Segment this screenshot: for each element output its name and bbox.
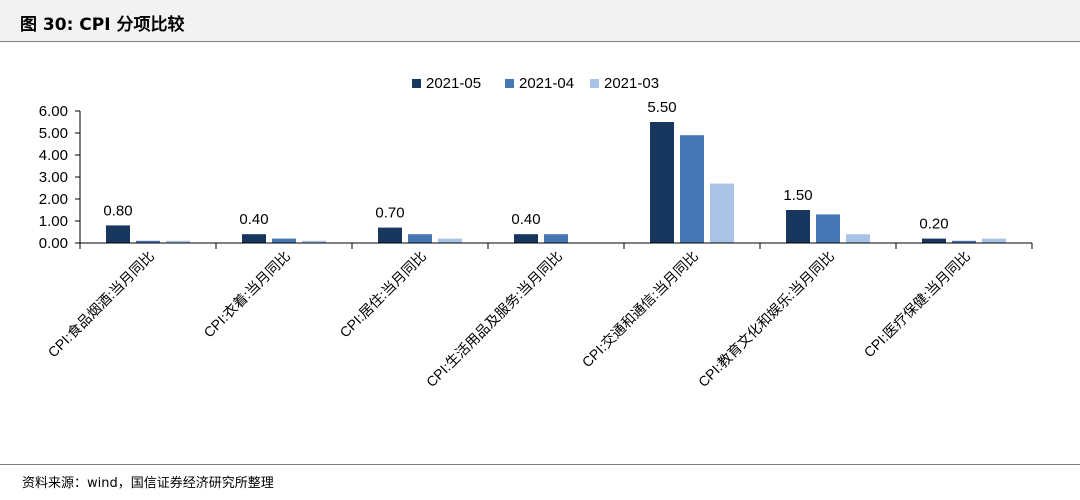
bar (816, 214, 840, 243)
x-tick-label: CPI:食品烟酒:当月同比 (45, 248, 158, 361)
bar (952, 240, 976, 243)
x-tick-label: CPI:衣着:当月同比 (200, 248, 293, 341)
figure-title: 图 30: CPI 分项比较 (20, 15, 185, 35)
legend-label: 2021-03 (604, 75, 659, 92)
y-tick-label: 4.00 (39, 147, 68, 164)
data-label: 0.20 (919, 216, 948, 233)
bar (302, 240, 326, 243)
bar (438, 238, 462, 243)
bar (136, 240, 160, 243)
y-tick-label: 3.00 (39, 169, 68, 186)
bar (166, 240, 190, 243)
x-tick-label: CPI:居住:当月同比 (336, 248, 429, 341)
chart-area: 2021-05 2021-04 2021-03 0.00 1.00 2.00 3.00 4.0… (0, 42, 1080, 462)
bar (106, 225, 130, 243)
data-label: 0.70 (375, 205, 404, 222)
data-label: 0.80 (103, 202, 132, 219)
legend-swatch (412, 79, 421, 88)
bar (514, 234, 538, 243)
bar (982, 238, 1006, 243)
y-tick-label: 1.00 (39, 213, 68, 230)
bar (272, 238, 296, 243)
bar (650, 122, 674, 243)
x-tick-label: CPI:生活用品及服务:当月同比 (423, 248, 565, 390)
bar (408, 234, 432, 243)
y-tick-label: 6.00 (39, 103, 68, 120)
data-label: 0.40 (239, 211, 268, 228)
figure-source: 资料来源：wind，国信证券经济研究所整理 (22, 476, 274, 491)
x-tick-label: CPI:医疗保健:当月同比 (861, 248, 974, 361)
bar (378, 227, 402, 243)
y-tick-label: 2.00 (39, 191, 68, 208)
bar (680, 135, 704, 243)
bar (786, 210, 810, 243)
bar-chart: 2021-05 2021-04 2021-03 0.00 1.00 2.00 3.00 4.0… (39, 75, 1033, 390)
legend-swatch (505, 79, 514, 88)
bar (544, 234, 568, 243)
data-label: 0.40 (511, 211, 540, 228)
data-label: 1.50 (783, 187, 812, 204)
y-tick-label: 5.00 (39, 125, 68, 142)
figure-footer: 资料来源：wind，国信证券经济研究所整理 (0, 464, 1080, 500)
x-tick-label: CPI:交通和通信:当月同比 (579, 248, 701, 370)
figure-header: 图 30: CPI 分项比较 (0, 0, 1080, 42)
legend-label: 2021-05 (426, 75, 481, 92)
y-tick-label: 0.00 (39, 235, 68, 252)
data-label: 5.50 (647, 99, 676, 116)
bar (846, 234, 870, 243)
legend-swatch (590, 79, 599, 88)
bar (710, 183, 734, 243)
bar (922, 238, 946, 243)
x-tick-label: CPI:教育文化和娱乐:当月同比 (695, 248, 837, 390)
bar (242, 234, 266, 243)
legend-label: 2021-04 (519, 75, 574, 92)
